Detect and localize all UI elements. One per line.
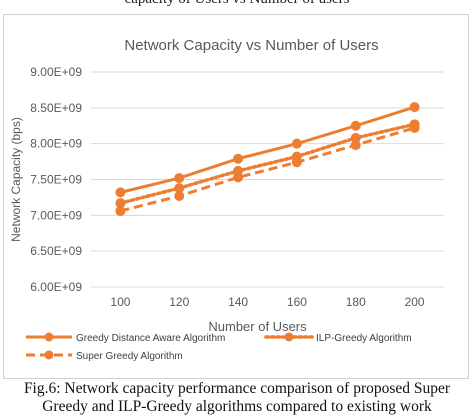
legend-marker bbox=[284, 332, 294, 342]
data-point bbox=[409, 102, 420, 113]
data-point bbox=[291, 138, 302, 149]
y-tick-label: 9.00E+09 bbox=[30, 65, 82, 79]
y-tick-label: 7.50E+09 bbox=[30, 173, 82, 187]
data-point bbox=[115, 206, 126, 217]
data-point bbox=[233, 165, 244, 176]
data-point bbox=[350, 132, 361, 143]
y-tick-label: 7.00E+09 bbox=[30, 208, 82, 222]
x-tick-label: 100 bbox=[110, 295, 130, 309]
y-tick-label: 8.00E+09 bbox=[30, 137, 82, 151]
x-tick-label: 200 bbox=[405, 295, 425, 309]
caption-line-2: Greedy and ILP-Greedy algorithms compare… bbox=[42, 398, 432, 415]
legend-label: Greedy Distance Aware Algorithm bbox=[76, 333, 225, 344]
y-axis-title: Network Capacity (bps) bbox=[9, 117, 23, 242]
legend-label: ILP-Greedy Algorithm bbox=[316, 333, 412, 344]
x-tick-label: 160 bbox=[287, 295, 307, 309]
x-tick-label: 180 bbox=[346, 295, 366, 309]
data-point bbox=[174, 173, 185, 184]
chart-title: Network Capacity vs Number of Users bbox=[124, 37, 378, 54]
legend-marker bbox=[44, 332, 54, 342]
series-line bbox=[118, 122, 417, 205]
legend-marker bbox=[44, 350, 54, 360]
x-axis-title: Number of Users bbox=[208, 319, 307, 334]
data-point bbox=[174, 190, 185, 201]
line-chart: Network Capacity vs Number of Users 6.00E… bbox=[9, 37, 444, 362]
chart-frame: Network Capacity vs Number of Users 6.00E… bbox=[3, 14, 469, 379]
data-point bbox=[174, 183, 185, 194]
legend-label: Super Greedy Algorithm bbox=[76, 351, 183, 362]
data-point bbox=[115, 198, 126, 209]
data-point bbox=[233, 153, 244, 164]
series-line bbox=[120, 126, 416, 213]
x-tick-label: 120 bbox=[169, 295, 189, 309]
data-point bbox=[409, 119, 420, 130]
x-tick-label: 140 bbox=[228, 295, 248, 309]
data-point bbox=[350, 120, 361, 131]
data-point bbox=[291, 151, 302, 162]
data-point bbox=[350, 140, 361, 151]
series-line bbox=[120, 105, 416, 194]
cropped-header-text: capacity of Users vs Number of users bbox=[0, 0, 474, 8]
y-tick-label: 6.00E+09 bbox=[30, 280, 82, 294]
y-tick-label: 6.50E+09 bbox=[30, 244, 82, 258]
data-point bbox=[115, 187, 126, 198]
y-tick-label: 8.50E+09 bbox=[30, 101, 82, 115]
figure-caption: Fig.6: Network capacity performance comp… bbox=[0, 380, 474, 416]
caption-line-1: Fig.6: Network capacity performance comp… bbox=[23, 380, 451, 397]
